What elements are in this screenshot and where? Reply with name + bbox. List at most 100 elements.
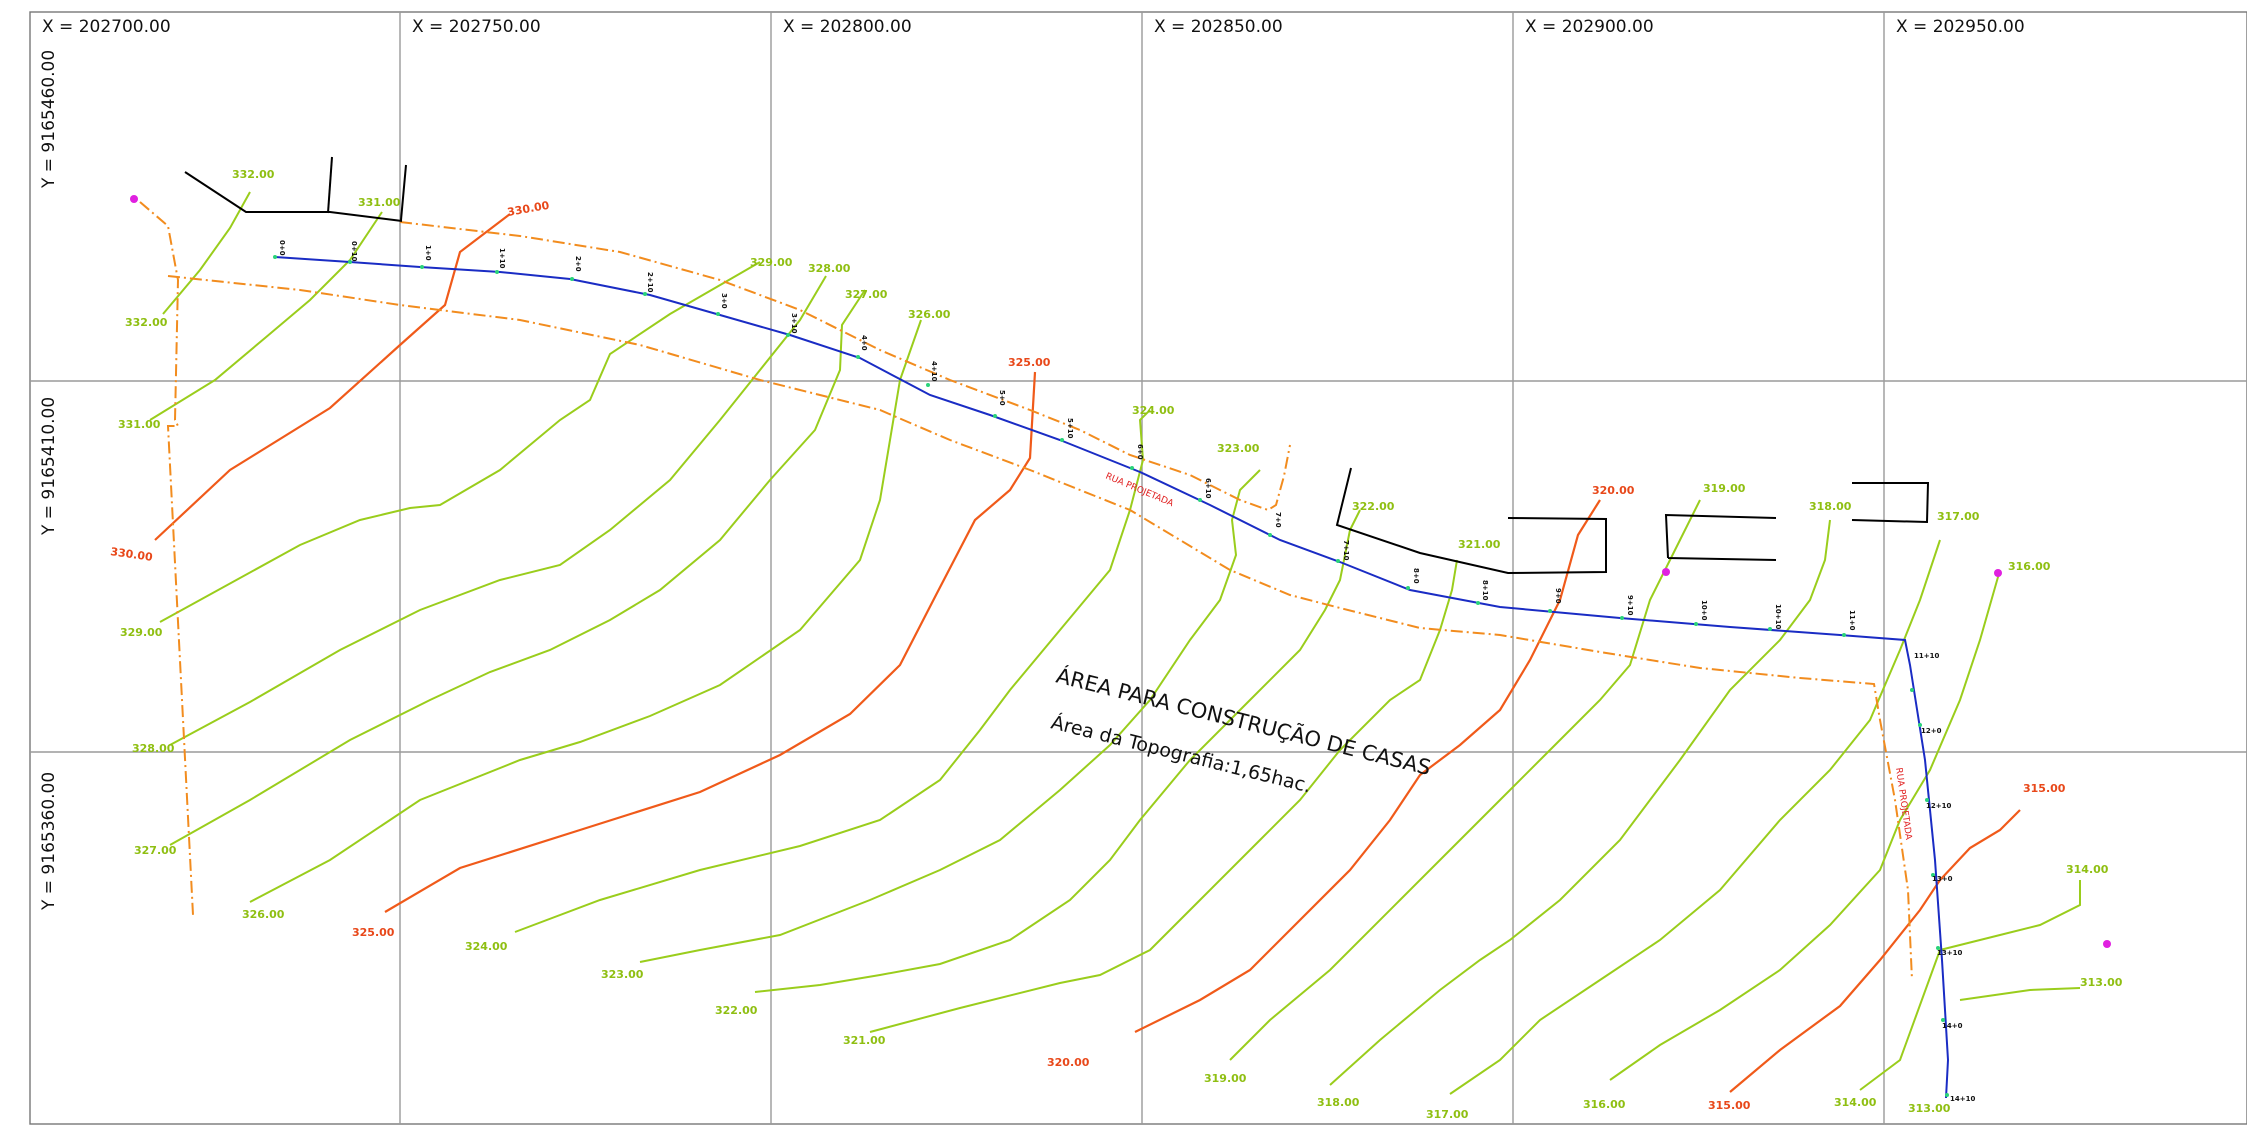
building-outline (400, 164, 407, 221)
contour-label: 320.00 (1592, 484, 1635, 497)
station-label: 10+10 (1774, 604, 1782, 629)
contour-label: 328.00 (808, 262, 851, 275)
station-label: 1+0 (424, 245, 432, 261)
y-coordinate-label: Y = 9165460.00 (39, 50, 59, 189)
contour-label: 316.00 (2008, 560, 2051, 573)
contour-label: 314.00 (1834, 1096, 1877, 1109)
x-coordinate-label: X = 202850.00 (1154, 17, 1283, 37)
station-tick (856, 355, 860, 359)
station-label: 6+0 (1136, 444, 1144, 460)
contour-324 (514, 409, 1151, 933)
contour-label: 332.00 (232, 168, 275, 181)
contour-lines (149, 191, 2081, 1095)
contour-329 (159, 261, 761, 623)
contour-label: 324.00 (1132, 404, 1175, 417)
station-tick (1476, 601, 1480, 605)
contour-label: 323.00 (1217, 442, 1260, 455)
contour-label: 318.00 (1317, 1096, 1360, 1109)
station-tick (786, 333, 790, 337)
survey-marker (1662, 568, 1670, 576)
building-outline (327, 156, 333, 214)
station-label: 5+10 (1066, 418, 1074, 439)
contour-label: 320.00 (1047, 1056, 1090, 1069)
road-edge-north (399, 221, 1291, 512)
contour-label: 332.00 (125, 316, 168, 329)
contour-label: 317.00 (1426, 1108, 1469, 1121)
station-tick (1918, 723, 1922, 727)
station-label: 2+0 (574, 256, 582, 272)
contour-label: 313.00 (1908, 1102, 1951, 1115)
station-tick (926, 383, 930, 387)
station-tick (1548, 609, 1552, 613)
contour-label: 316.00 (1583, 1098, 1626, 1111)
station-label: 13+10 (1937, 949, 1962, 957)
road-centerline (274, 256, 1950, 1099)
station-tick (1620, 616, 1624, 620)
station-tick (348, 260, 352, 264)
station-label: 5+0 (998, 390, 1006, 406)
y-coordinate-label: Y = 9165360.00 (39, 772, 59, 911)
station-tick (1268, 533, 1272, 537)
contour-317 (1449, 539, 1941, 1095)
road-edges (139, 201, 1913, 981)
contour-316 (1609, 569, 2001, 1081)
station-label: 11+10 (1914, 652, 1939, 660)
station-tick (273, 255, 277, 259)
contour-label: 326.00 (242, 908, 285, 921)
station-label: 4+0 (860, 335, 868, 351)
station-tick (1060, 438, 1064, 442)
contour-label: 323.00 (601, 968, 644, 981)
station-label: 7+0 (1274, 512, 1282, 528)
contour-328 (169, 275, 827, 746)
station-label: 14+0 (1942, 1022, 1963, 1030)
x-coordinate-label: X = 202750.00 (412, 17, 541, 37)
station-tick (1925, 798, 1929, 802)
contour-label: 326.00 (908, 308, 951, 321)
contour-label: 331.00 (358, 196, 401, 209)
contour-label: 315.00 (1708, 1099, 1751, 1112)
contour-323 (639, 469, 1261, 963)
contour-label: 313.00 (2080, 976, 2123, 989)
survey-marker (1994, 569, 2002, 577)
station-label: 13+0 (1932, 875, 1953, 883)
station-label: 6+10 (1204, 478, 1212, 499)
buildings (184, 156, 1930, 575)
survey-markers (130, 195, 2111, 948)
map-frame (29, 11, 2247, 1125)
contour-label: 330.00 (506, 199, 550, 219)
contour-331 (149, 211, 383, 421)
contour-label: 329.00 (750, 256, 793, 269)
y-coordinate-label: Y = 9165410.00 (39, 397, 59, 536)
station-tick (1130, 466, 1134, 470)
station-tick (1198, 498, 1202, 502)
contour-label: 331.00 (118, 418, 161, 431)
station-tick (1768, 627, 1772, 631)
station-tick (1910, 688, 1914, 692)
contour-321 (869, 559, 1458, 1033)
station-label: 2+10 (646, 272, 654, 293)
station-tick (1406, 586, 1410, 590)
x-coordinate-label: X = 202900.00 (1525, 17, 1654, 37)
building-outline (1664, 513, 1777, 561)
station-label: 3+10 (790, 313, 798, 334)
station-label: 9+10 (1626, 595, 1634, 616)
contour-319 (1229, 499, 1701, 1061)
station-tick (1941, 1018, 1945, 1022)
contour-label: 321.00 (1458, 538, 1501, 551)
station-tick (643, 292, 647, 296)
contour-322 (754, 509, 1361, 993)
contour-label: 317.00 (1937, 510, 1980, 523)
contour-label: 330.00 (110, 545, 154, 564)
station-tick (1936, 946, 1940, 950)
building-outline (1851, 482, 1930, 524)
contour-label: 319.00 (1204, 1072, 1247, 1085)
contour-label: 322.00 (1352, 500, 1395, 513)
contour-label: 329.00 (120, 626, 163, 639)
road-edge-south (167, 275, 1913, 981)
contour-label: 321.00 (843, 1034, 886, 1047)
station-tick (1842, 633, 1846, 637)
contour-label: 327.00 (134, 844, 177, 857)
station-label: 12+0 (1921, 727, 1942, 735)
contour-label: 328.00 (132, 742, 175, 755)
